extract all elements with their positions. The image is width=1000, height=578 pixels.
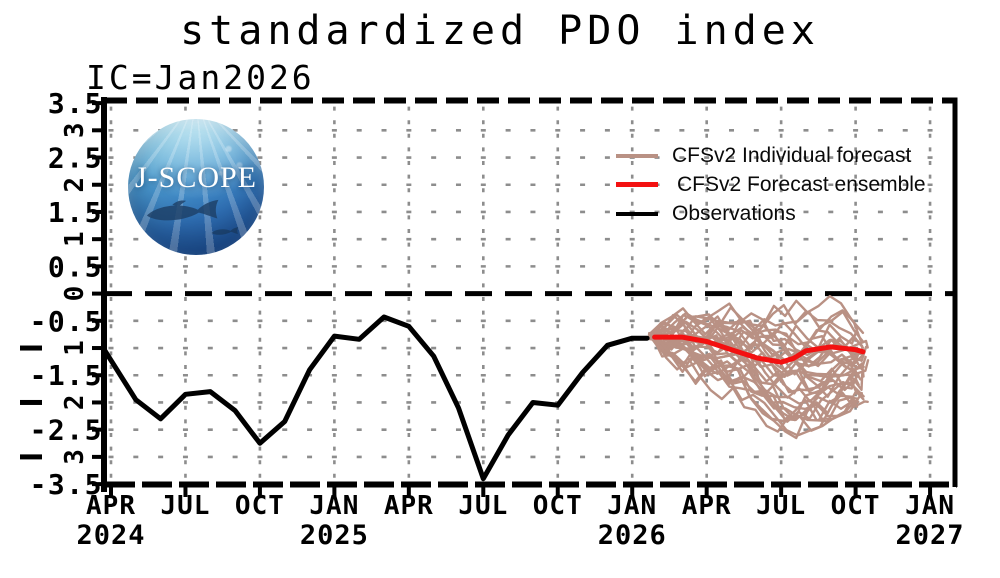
x-axis-month-label: OCT bbox=[831, 491, 881, 521]
ensemble-members bbox=[647, 294, 870, 440]
x-axis-year-label: 2025 bbox=[300, 520, 369, 551]
legend-label: Observations bbox=[672, 201, 796, 225]
y-axis-label: -0.5 bbox=[30, 305, 103, 338]
jscope-logo: J-SCOPE bbox=[128, 119, 264, 255]
logo-light-rays-icon bbox=[128, 119, 264, 255]
observations-line-swatch bbox=[616, 211, 658, 216]
y-axis-label: 2.5 bbox=[48, 142, 103, 175]
y-axis-label-rotated: 2 bbox=[60, 395, 90, 411]
x-axis-year-label: 2027 bbox=[896, 520, 965, 551]
ensemble-member-line bbox=[653, 313, 862, 381]
individual-forecast-line-swatch bbox=[616, 153, 658, 158]
forecast-ensemble-line-swatch bbox=[616, 182, 658, 187]
y-axis-label-rotated: 3 bbox=[60, 122, 90, 138]
y-axis-label-rotated: 1 bbox=[60, 231, 90, 247]
ensemble-mean-line bbox=[652, 334, 866, 365]
y-axis-label-rotated: 0 bbox=[60, 286, 90, 302]
minus-dash bbox=[20, 399, 42, 405]
ensemble-member-line bbox=[652, 331, 865, 423]
ensemble-member-line bbox=[652, 334, 860, 421]
x-axis-year-label: 2024 bbox=[76, 520, 145, 551]
x-axis-month-label: APR bbox=[682, 491, 732, 521]
y-axis-label: 3.5 bbox=[48, 87, 103, 120]
y-axis-label: -2.5 bbox=[30, 414, 103, 447]
legend-label: CFSv2 Individual forecast bbox=[672, 143, 912, 167]
y-axis-label: 1.5 bbox=[48, 196, 103, 229]
legend-item-individual-forecast: CFSv2 Individual forecast bbox=[616, 141, 926, 170]
legend-item-observations: Observations bbox=[616, 199, 926, 228]
y-axis-label-rotated: 1 bbox=[60, 340, 90, 356]
ensemble-member-line bbox=[649, 312, 859, 365]
y-axis-label: -1.5 bbox=[30, 359, 103, 392]
y-axis-label: -3.5 bbox=[30, 468, 103, 501]
ensemble-member-line bbox=[649, 335, 858, 422]
initial-condition-label: IC=Jan2026 bbox=[86, 58, 315, 97]
x-axis-month-label: JAN bbox=[905, 491, 955, 521]
ensemble-member-line bbox=[651, 336, 869, 437]
x-axis-month-label: JUL bbox=[756, 491, 806, 521]
chart-title: standardized PDO index bbox=[180, 8, 820, 54]
x-axis-year-label: 2026 bbox=[598, 520, 667, 551]
fish-icon bbox=[146, 199, 219, 220]
x-axis-month-label: OCT bbox=[235, 491, 285, 521]
y-axis-label-rotated: 2 bbox=[60, 177, 90, 193]
plot-frame bbox=[92, 97, 958, 497]
axis-labels: 3.5 2.5 1.5 0.5 -0.5 -1.5 -2.5 -3.5 3 2 1 0 1 2 3 APR JU… bbox=[20, 87, 965, 551]
x-axis-month-label: JUL bbox=[458, 491, 508, 521]
x-axis-month-label: OCT bbox=[533, 491, 583, 521]
legend-item-forecast-ensemble: CFSv2 Forecast ensemble bbox=[616, 170, 926, 199]
chart-legend: CFSv2 Individual forecast CFSv2 Forecast… bbox=[616, 141, 926, 228]
y-axis-label-rotated: 3 bbox=[60, 449, 90, 465]
observations-line bbox=[102, 314, 650, 482]
x-axis-month-label: JAN bbox=[309, 491, 359, 521]
x-axis-month-label: APR bbox=[384, 491, 434, 521]
legend-label: CFSv2 Forecast ensemble bbox=[677, 172, 926, 196]
minus-dash bbox=[20, 454, 42, 460]
ensemble-member-line bbox=[649, 323, 859, 351]
x-axis-month-label: APR bbox=[86, 491, 136, 521]
x-axis-month-label: JAN bbox=[607, 491, 657, 521]
x-axis-month-label: JUL bbox=[160, 491, 210, 521]
small-fish-icon bbox=[211, 227, 238, 236]
logo-text: J-SCOPE bbox=[134, 161, 258, 194]
minus-dash bbox=[20, 345, 42, 351]
y-axis-label: 0.5 bbox=[48, 250, 103, 283]
ensemble-member-line bbox=[648, 307, 867, 371]
